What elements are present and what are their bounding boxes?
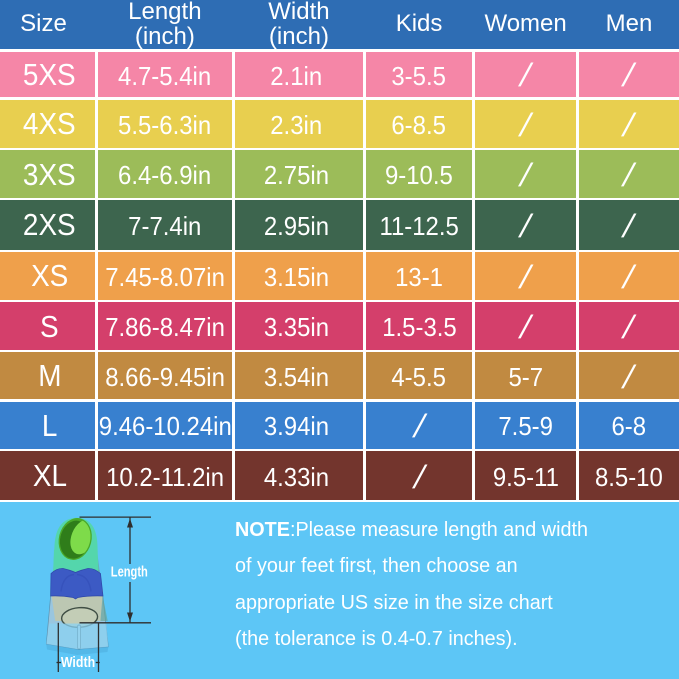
svg-text:Width: Width xyxy=(61,654,95,670)
svg-text:Length: Length xyxy=(111,564,148,580)
